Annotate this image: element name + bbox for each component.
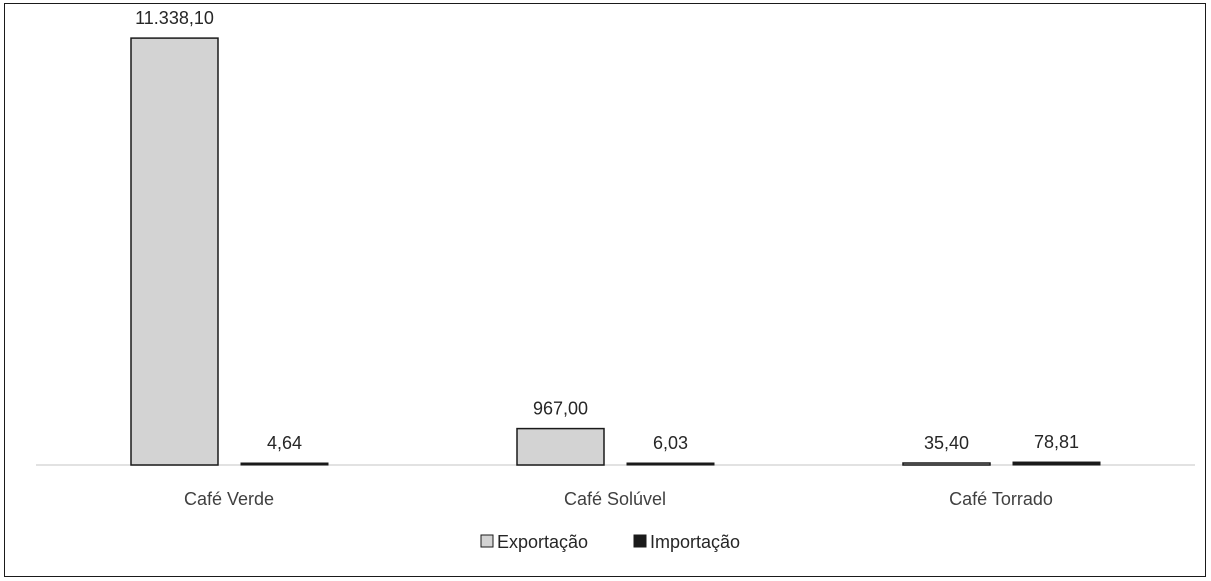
data-label-exportacao-cafe-soluvel: 967,00 [533,399,588,419]
legend: Exportação Importação [480,532,740,552]
legend-swatch-importacao [633,534,647,548]
bar-importacao-cafe-torrado [1012,461,1101,466]
data-label-importacao-cafe-verde: 4,64 [267,433,302,453]
bar-exportacao-cafe-soluvel [516,427,605,466]
bars-layer [130,37,1101,466]
data-label-exportacao-cafe-torrado: 35,40 [924,433,969,453]
category-labels-layer: Café Verde Café Solúvel Café Torrado [184,489,1053,509]
data-label-exportacao-cafe-verde: 11.338,10 [135,8,214,28]
data-labels-layer: 11.338,10 4,64 967,00 6,03 35,40 78,81 [135,8,1079,453]
bar-exportacao-cafe-torrado [902,462,991,466]
category-label-cafe-torrado: Café Torrado [949,489,1053,509]
legend-label-exportacao: Exportação [497,532,588,552]
data-label-importacao-cafe-soluvel: 6,03 [653,433,688,453]
bar-importacao-cafe-soluvel [626,462,715,466]
category-label-cafe-soluvel: Café Solúvel [564,489,666,509]
data-label-importacao-cafe-torrado: 78,81 [1034,432,1079,452]
legend-swatch-exportacao [480,534,494,548]
bar-importacao-cafe-verde [240,462,329,466]
legend-label-importacao: Importação [650,532,740,552]
bar-exportacao-cafe-verde [130,37,219,466]
category-label-cafe-verde: Café Verde [184,489,274,509]
